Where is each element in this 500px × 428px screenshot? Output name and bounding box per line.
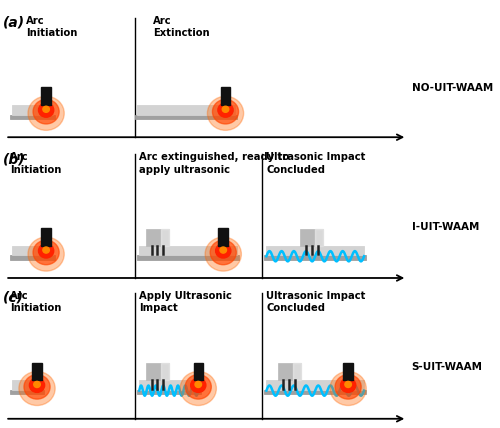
Bar <box>221 87 230 105</box>
Text: Arc
Initiation: Arc Initiation <box>26 16 77 38</box>
Bar <box>137 256 239 260</box>
Circle shape <box>30 378 44 392</box>
Text: NO-UIT-WAAM: NO-UIT-WAAM <box>412 83 493 93</box>
Circle shape <box>34 381 40 387</box>
Circle shape <box>28 237 64 271</box>
Circle shape <box>345 381 352 387</box>
Text: (c): (c) <box>3 291 24 305</box>
Bar <box>218 228 228 246</box>
Bar <box>278 363 300 380</box>
Circle shape <box>330 372 366 405</box>
Circle shape <box>216 244 231 258</box>
Circle shape <box>185 374 212 399</box>
Bar <box>161 363 169 380</box>
Text: S-UIT-WAAM: S-UIT-WAAM <box>412 362 482 372</box>
Bar <box>134 115 237 119</box>
Circle shape <box>33 99 59 124</box>
Circle shape <box>19 372 55 405</box>
Circle shape <box>210 240 236 265</box>
Circle shape <box>180 372 216 405</box>
Bar <box>137 390 200 394</box>
Circle shape <box>43 247 50 253</box>
Text: Ultrasonic Impact
Concluded: Ultrasonic Impact Concluded <box>266 152 366 175</box>
Text: (b): (b) <box>3 152 26 166</box>
Text: Arc
Initiation: Arc Initiation <box>10 152 61 175</box>
Bar <box>344 363 353 380</box>
Bar <box>264 256 366 260</box>
Text: Arc
Initiation: Arc Initiation <box>10 291 61 313</box>
Bar <box>139 380 198 390</box>
Bar <box>10 115 55 119</box>
Bar <box>137 105 234 115</box>
Circle shape <box>335 374 361 399</box>
Bar <box>12 380 42 390</box>
Bar <box>12 246 53 256</box>
Circle shape <box>208 96 244 131</box>
Bar <box>42 87 51 105</box>
Text: (a): (a) <box>3 16 25 30</box>
Bar <box>32 363 42 380</box>
Circle shape <box>24 374 50 399</box>
Circle shape <box>38 244 54 258</box>
Bar <box>300 229 323 246</box>
Bar <box>266 380 364 390</box>
Bar <box>146 229 169 246</box>
Circle shape <box>212 99 238 124</box>
Text: I-UIT-WAAM: I-UIT-WAAM <box>412 222 479 232</box>
Bar <box>10 390 44 394</box>
Bar <box>12 105 53 115</box>
Circle shape <box>190 378 206 392</box>
Circle shape <box>28 96 64 131</box>
Circle shape <box>205 237 242 271</box>
Bar <box>194 363 203 380</box>
Circle shape <box>33 240 59 265</box>
Circle shape <box>38 103 54 117</box>
Text: Ultrasonic Impact
Concluded: Ultrasonic Impact Concluded <box>266 291 366 313</box>
Bar <box>161 229 169 246</box>
Bar <box>139 246 237 256</box>
Bar <box>315 229 323 246</box>
Circle shape <box>340 378 355 392</box>
Text: Apply Ultrasonic
Impact: Apply Ultrasonic Impact <box>139 291 232 313</box>
Bar <box>42 228 51 246</box>
Bar <box>266 246 364 256</box>
Circle shape <box>195 381 202 387</box>
Text: Arc extinguished, ready to
apply ultrasonic: Arc extinguished, ready to apply ultraso… <box>139 152 290 175</box>
Circle shape <box>218 103 233 117</box>
Bar <box>146 363 169 380</box>
Circle shape <box>220 247 226 253</box>
Text: Arc
Extinction: Arc Extinction <box>153 16 210 38</box>
Bar <box>10 256 55 260</box>
Circle shape <box>222 106 229 112</box>
Bar <box>292 363 300 380</box>
Circle shape <box>43 106 50 112</box>
Bar <box>264 390 366 394</box>
